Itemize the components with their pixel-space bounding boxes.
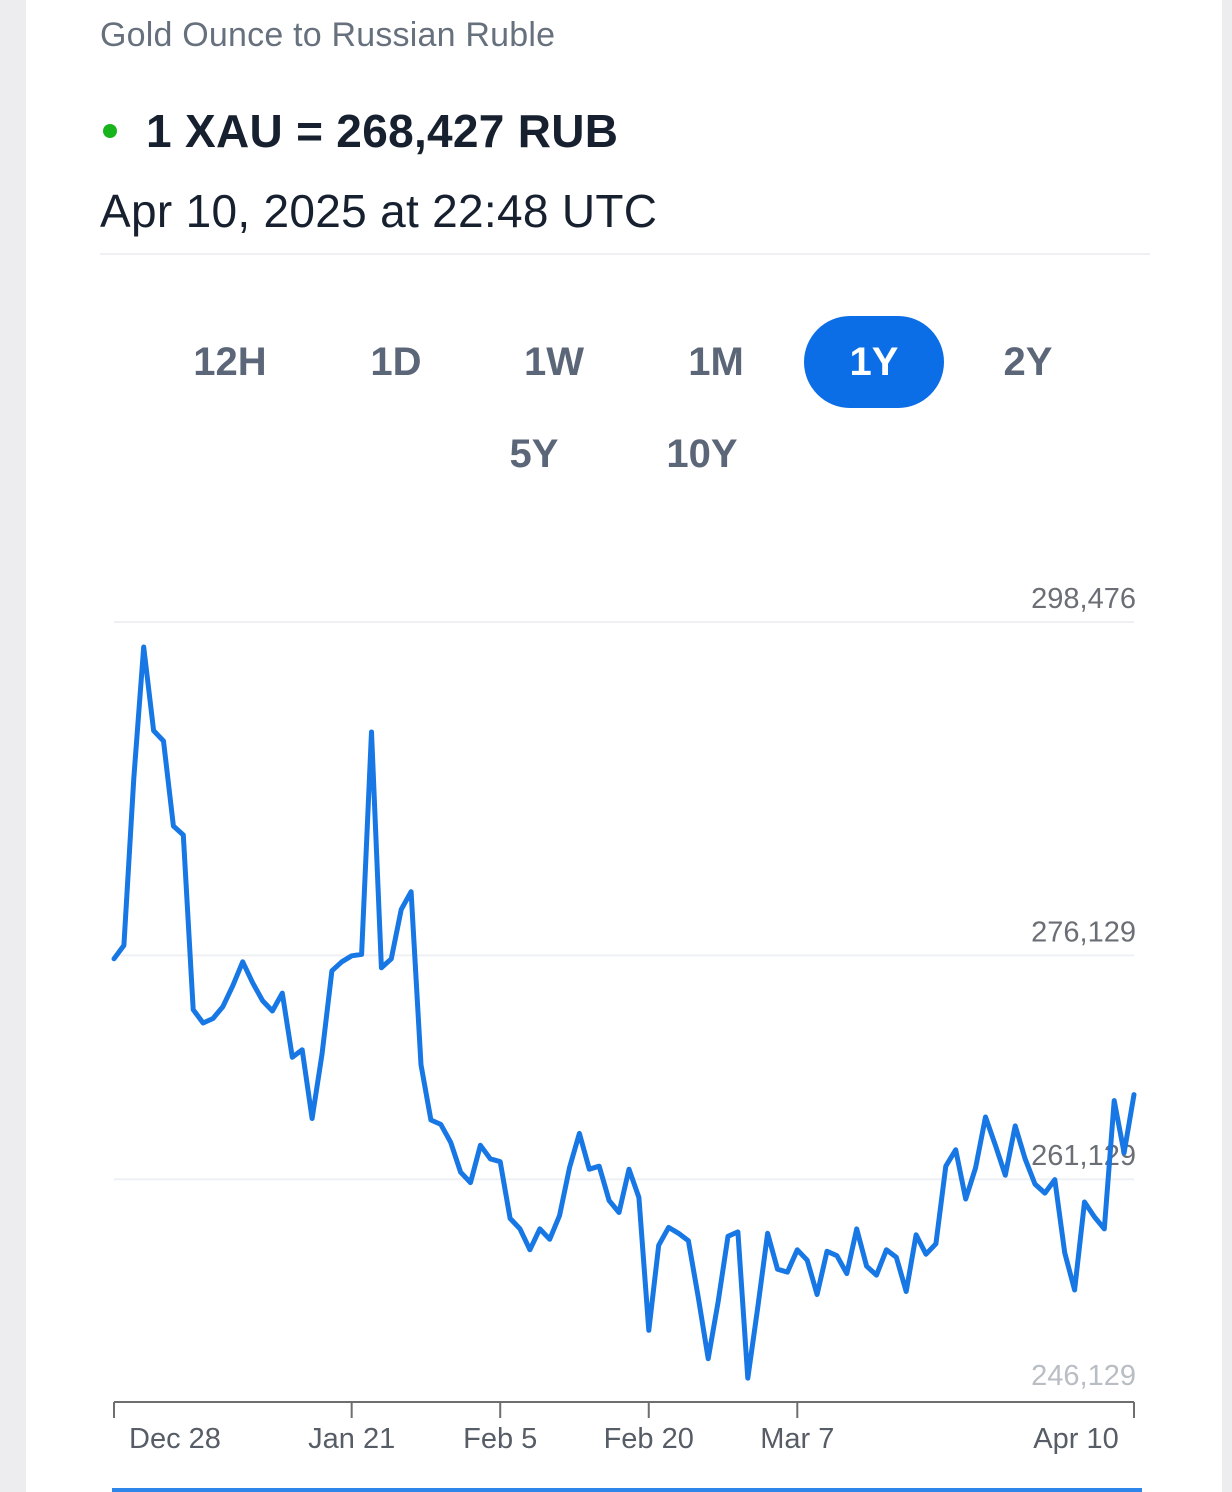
y-tick-label: 276,129 bbox=[1031, 916, 1136, 948]
pair-title: Gold Ounce to Russian Ruble bbox=[100, 16, 556, 54]
range-button-5y[interactable]: 5Y bbox=[509, 432, 559, 476]
header-divider bbox=[100, 253, 1150, 255]
x-tick-label: Apr 10 bbox=[1033, 1423, 1118, 1455]
range-button-2y[interactable]: 2Y bbox=[1003, 340, 1053, 384]
price-line-chart: Dec 28 Jan 21 Feb 5 Feb 20 Mar 7 Apr 10 298,47… bbox=[111, 583, 1137, 1455]
range-button-1d[interactable]: 1D bbox=[370, 340, 422, 384]
x-tick-label: Dec 28 bbox=[129, 1423, 221, 1455]
exchange-rate: 1 XAU = 268,427 RUB bbox=[146, 105, 619, 157]
y-tick-label: 246,129 bbox=[1031, 1360, 1136, 1392]
live-status-dot bbox=[103, 124, 117, 138]
x-tick-label: Mar 7 bbox=[760, 1423, 834, 1455]
range-button-12h[interactable]: 12H bbox=[193, 340, 267, 384]
y-tick-label: 298,476 bbox=[1031, 583, 1136, 615]
converter-card: Gold Ounce to Russian Ruble 1 XAU = 268,… bbox=[26, 0, 1222, 1492]
x-tick-label: Feb 5 bbox=[463, 1423, 537, 1455]
range-button-1y[interactable]: 1Y bbox=[804, 316, 944, 408]
rate-timestamp: Apr 10, 2025 at 22:48 UTC bbox=[100, 185, 658, 237]
range-button-1m[interactable]: 1M bbox=[688, 340, 744, 384]
series-line bbox=[111, 644, 1137, 1381]
y-tick-label: 261,129 bbox=[1031, 1140, 1136, 1172]
x-tick-label: Jan 21 bbox=[308, 1423, 395, 1455]
range-button-10y[interactable]: 10Y bbox=[666, 432, 738, 476]
range-button-1w[interactable]: 1W bbox=[524, 340, 584, 384]
x-tick-label: Feb 20 bbox=[604, 1423, 694, 1455]
bottom-accent-bar bbox=[112, 1488, 1142, 1492]
